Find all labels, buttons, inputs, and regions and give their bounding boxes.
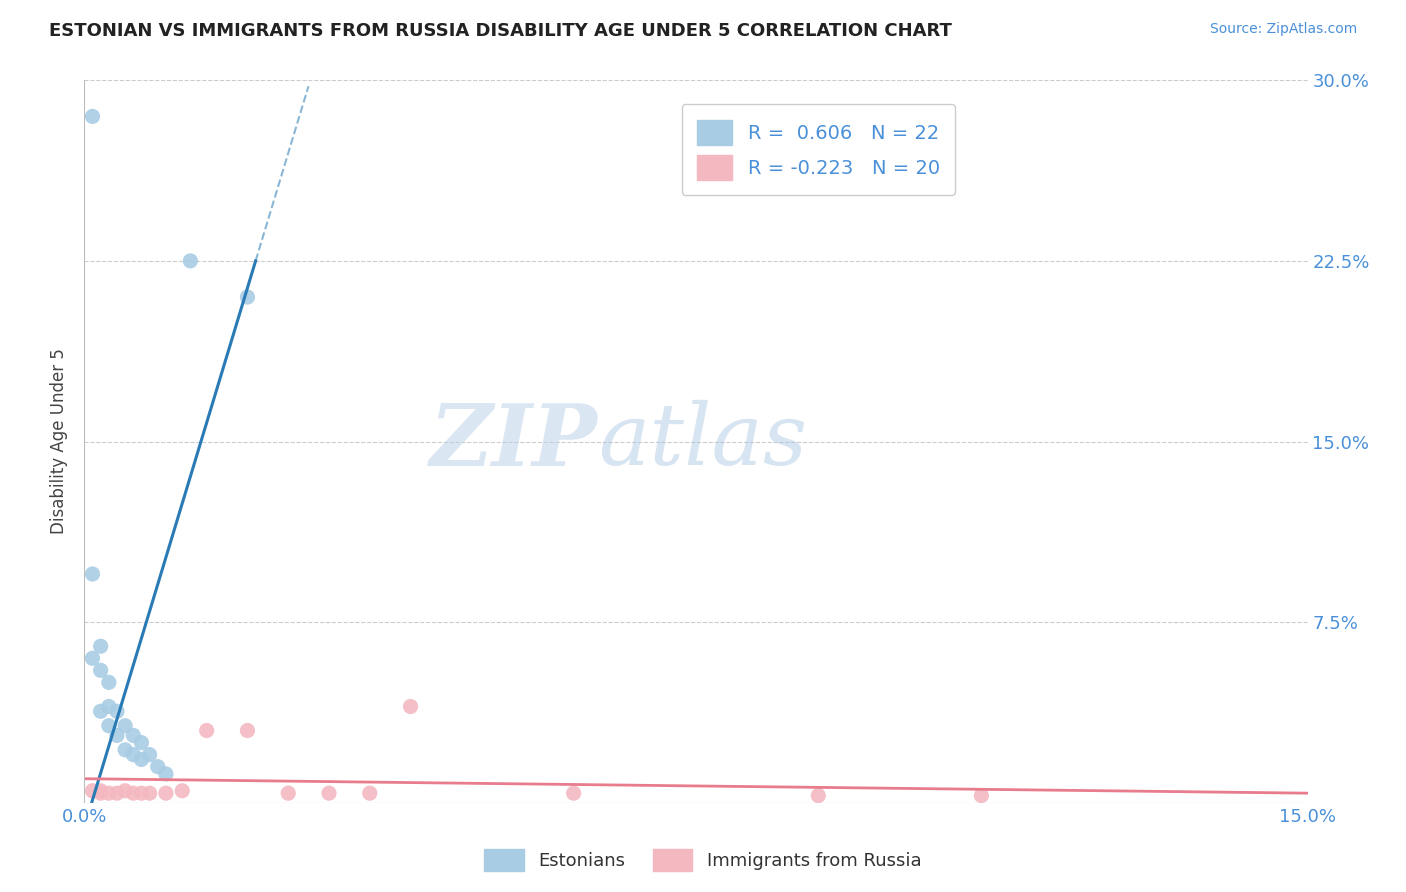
Point (146, 760, 169, 774)
Point (970, 789, 993, 803)
Point (114, 743, 136, 757)
Point (399, 699, 422, 714)
Text: Source: ZipAtlas.com: Source: ZipAtlas.com (1209, 22, 1357, 37)
Point (359, 786, 381, 800)
Point (122, 728, 145, 742)
Point (105, 704, 128, 718)
Point (97, 719, 120, 733)
Point (155, 786, 177, 800)
Point (277, 786, 299, 800)
Point (179, 253, 201, 268)
Point (114, 719, 136, 733)
Point (562, 786, 585, 800)
Point (82, 567, 104, 582)
Y-axis label: Disability Age Under 5: Disability Age Under 5 (51, 349, 69, 534)
Point (90, 784, 112, 798)
Point (90, 664, 112, 678)
Point (131, 735, 153, 749)
Point (131, 786, 153, 800)
Point (807, 789, 830, 803)
Point (195, 723, 218, 738)
Point (172, 784, 194, 798)
Point (122, 786, 145, 800)
Point (236, 290, 259, 304)
Text: atlas: atlas (598, 401, 807, 483)
Point (155, 767, 177, 781)
Point (138, 786, 160, 800)
Point (105, 728, 128, 742)
Point (97, 675, 120, 690)
Text: ZIP: ZIP (430, 400, 598, 483)
Point (138, 747, 160, 762)
Point (105, 786, 128, 800)
Legend: R =  0.606   N = 22, R = -0.223   N = 20: R = 0.606 N = 22, R = -0.223 N = 20 (682, 104, 955, 195)
Point (82, 109, 104, 123)
Point (90, 639, 112, 653)
Point (90, 786, 112, 800)
Point (122, 747, 145, 762)
Point (82, 784, 104, 798)
Point (90, 704, 112, 718)
Point (114, 784, 136, 798)
Point (97, 699, 120, 714)
Point (318, 786, 340, 800)
Text: ESTONIAN VS IMMIGRANTS FROM RUSSIA DISABILITY AGE UNDER 5 CORRELATION CHART: ESTONIAN VS IMMIGRANTS FROM RUSSIA DISAB… (49, 22, 952, 40)
Legend: Estonians, Immigrants from Russia: Estonians, Immigrants from Russia (477, 842, 929, 879)
Point (97, 786, 120, 800)
Point (131, 752, 153, 766)
Point (82, 651, 104, 665)
Point (236, 723, 259, 738)
